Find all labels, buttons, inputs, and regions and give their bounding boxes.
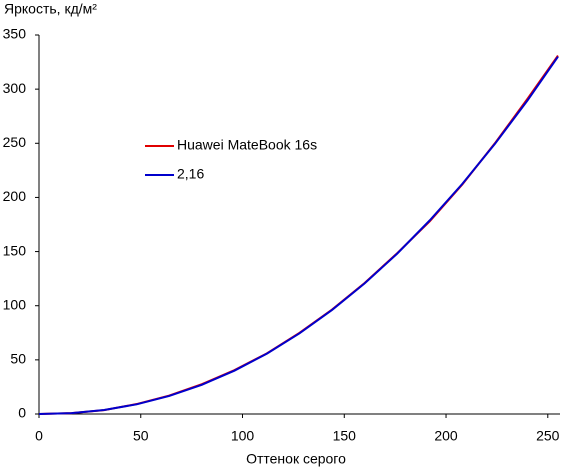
y-tick-label: 100 — [3, 296, 27, 312]
x-tick-label: 150 — [333, 428, 357, 444]
x-axis-title: Оттенок серого — [246, 451, 346, 467]
series-line — [38, 54, 559, 415]
x-tick-label: 50 — [133, 428, 149, 444]
y-tick-label: 50 — [10, 351, 26, 367]
y-tick-label: 250 — [3, 134, 27, 150]
x-tick-label: 0 — [35, 428, 43, 444]
legend-label: Huawei MateBook 16s — [177, 137, 317, 153]
y-tick-label: 200 — [3, 188, 27, 204]
y-tick-label: 150 — [3, 242, 27, 258]
y-tick-label: 350 — [3, 26, 27, 42]
x-tick-label: 200 — [434, 428, 458, 444]
x-tick-label: 250 — [536, 428, 560, 444]
chart-title: Яркость, кд/м² — [4, 1, 97, 17]
legend-label: 2,16 — [177, 166, 204, 182]
y-tick-label: 0 — [18, 405, 26, 421]
x-tick-label: 100 — [231, 428, 255, 444]
series-line — [38, 56, 559, 415]
y-tick-label: 300 — [3, 80, 27, 96]
